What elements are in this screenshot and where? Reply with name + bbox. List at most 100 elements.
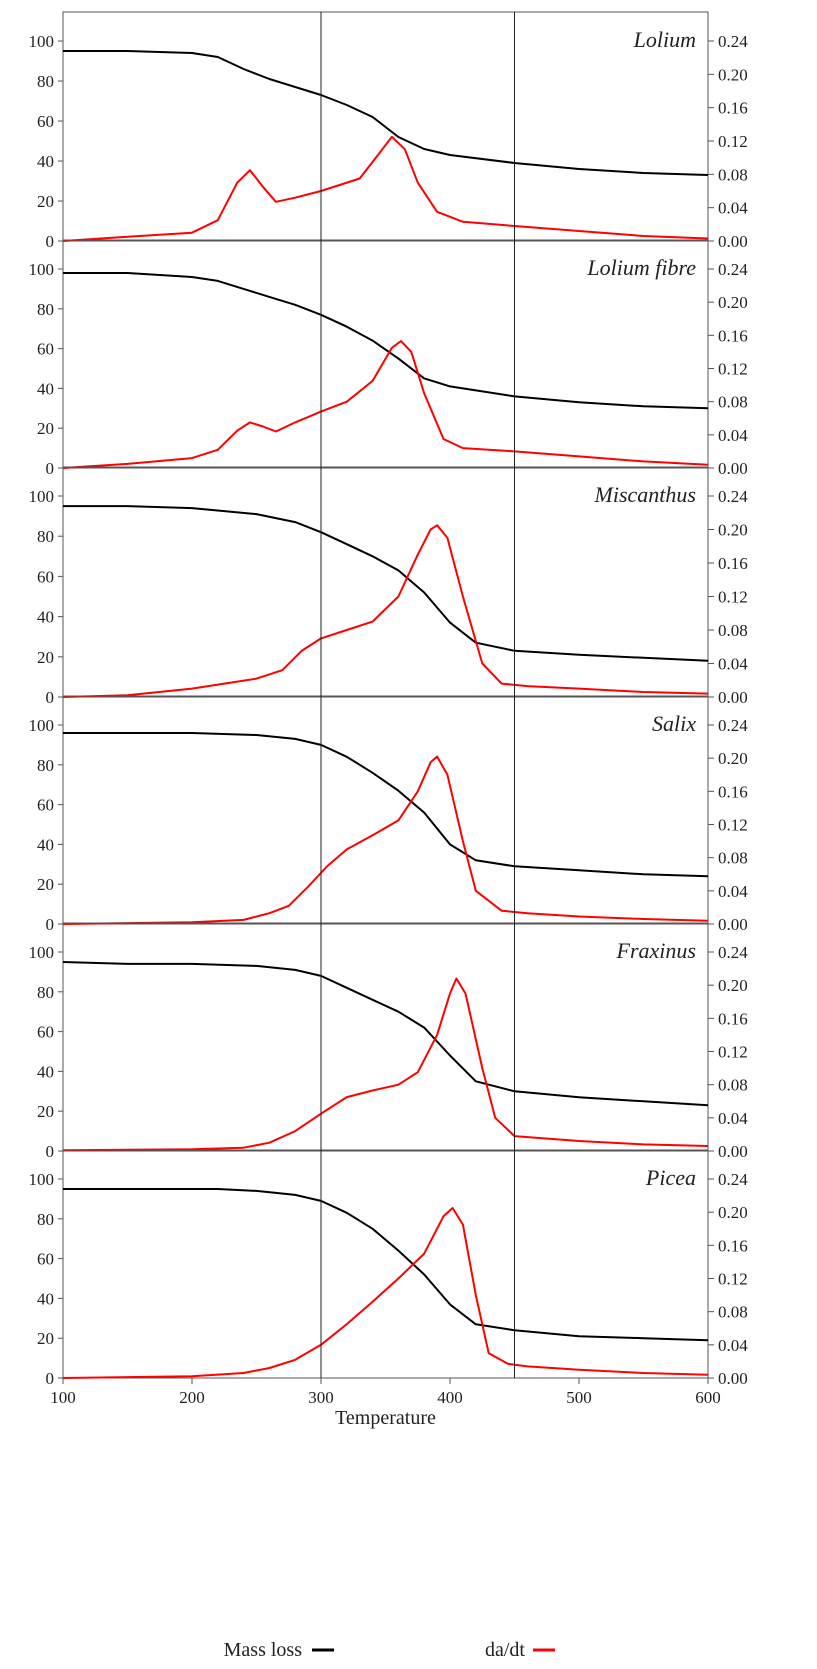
left-tick-label: 80 bbox=[37, 1210, 54, 1229]
left-tick-label: 60 bbox=[37, 340, 54, 359]
right-tick-label: 0.12 bbox=[718, 816, 748, 835]
left-tick-label: 100 bbox=[29, 32, 55, 51]
left-tick-label: 60 bbox=[37, 567, 54, 586]
left-tick-label: 0 bbox=[46, 1142, 55, 1161]
panel-title: Lolium fibre bbox=[586, 255, 696, 280]
left-tick-label: 20 bbox=[37, 1329, 54, 1348]
panel-frame bbox=[62, 11, 709, 242]
right-tick-label: 0.12 bbox=[718, 1270, 748, 1289]
right-tick-label: 0.04 bbox=[718, 199, 748, 218]
left-tick-label: 60 bbox=[37, 796, 54, 815]
right-tick-label: 0.16 bbox=[718, 554, 748, 573]
right-tick-label: 0.08 bbox=[718, 621, 748, 640]
left-tick-label: 80 bbox=[37, 300, 54, 319]
left-tick-label: 40 bbox=[37, 1062, 54, 1081]
right-tick-label: 0.00 bbox=[718, 688, 748, 707]
right-tick-label: 0.24 bbox=[718, 260, 748, 279]
left-tick-label: 20 bbox=[37, 875, 54, 894]
right-tick-label: 0.20 bbox=[718, 521, 748, 540]
left-tick-label: 20 bbox=[37, 648, 54, 667]
right-tick-label: 0.00 bbox=[718, 915, 748, 934]
panel-lolium: 0 20 40 60 80 100 0.00 0.04 0.08 0.12 0.16 0.20 0.24… bbox=[29, 11, 748, 251]
rate-line bbox=[62, 524, 709, 698]
mass-loss-line bbox=[63, 505, 709, 662]
left-tick-label: 20 bbox=[37, 419, 54, 438]
right-tick-label: 0.12 bbox=[718, 588, 748, 607]
right-tick-label: 0.04 bbox=[718, 655, 748, 674]
right-tick-label: 0.16 bbox=[718, 1236, 748, 1255]
right-tick-label: 0.16 bbox=[718, 326, 748, 345]
panel-title: Picea bbox=[645, 1165, 696, 1190]
panel-lolium-fibre: 0 20 40 60 80 100 0.00 0.04 0.08 0.12 0.16 0.20 0.24… bbox=[29, 239, 748, 478]
right-tick-label: 0.24 bbox=[718, 32, 748, 51]
right-tick-label: 0.08 bbox=[718, 849, 748, 868]
left-tick-label: 100 bbox=[29, 716, 55, 735]
right-tick-label: 0.12 bbox=[718, 1043, 748, 1062]
right-tick-label: 0.00 bbox=[718, 1142, 748, 1161]
left-tick-label: 60 bbox=[37, 112, 54, 131]
left-tick-label: 40 bbox=[37, 608, 54, 627]
right-tick-label: 0.08 bbox=[718, 1076, 748, 1095]
panel-frame bbox=[62, 1149, 709, 1379]
left-tick-label: 0 bbox=[46, 688, 55, 707]
right-tick-label: 0.16 bbox=[718, 1009, 748, 1028]
x-tick-label: 400 bbox=[437, 1388, 463, 1407]
x-axis: 100 200 300 400 500 600 bbox=[50, 1378, 721, 1407]
left-tick-label: 20 bbox=[37, 192, 54, 211]
legend-item: da/dt bbox=[485, 1639, 555, 1661]
left-tick-label: 40 bbox=[37, 1289, 54, 1308]
right-tick-label: 0.08 bbox=[718, 1303, 748, 1322]
right-tick-label: 0.04 bbox=[718, 1109, 748, 1128]
right-tick-label: 0.08 bbox=[718, 393, 748, 412]
panel-frame bbox=[62, 922, 709, 1152]
right-tick-label: 0.00 bbox=[718, 232, 748, 251]
rate-line bbox=[62, 755, 709, 925]
left-tick-label: 0 bbox=[46, 915, 55, 934]
right-tick-label: 0.00 bbox=[718, 1369, 748, 1388]
rate-line bbox=[62, 340, 709, 469]
left-tick-label: 60 bbox=[37, 1250, 54, 1269]
left-tick-label: 100 bbox=[29, 487, 55, 506]
rate-line bbox=[62, 135, 709, 242]
right-tick-label: 0.00 bbox=[718, 459, 748, 478]
right-tick-label: 0.24 bbox=[718, 487, 748, 506]
reference-lines bbox=[320, 12, 515, 1378]
mass-loss-line bbox=[63, 50, 709, 176]
left-tick-label: 60 bbox=[37, 1023, 54, 1042]
left-tick-label: 80 bbox=[37, 72, 54, 91]
legend-label: da/dt bbox=[485, 1639, 525, 1661]
right-tick-label: 0.20 bbox=[718, 749, 748, 768]
panels-layer: 0 20 40 60 80 100 0.00 0.04 0.08 0.12 0.16 0.20 0.24… bbox=[29, 11, 748, 1388]
right-tick-label: 0.08 bbox=[718, 165, 748, 184]
right-tick-label: 0.04 bbox=[718, 426, 748, 445]
right-tick-label: 0.16 bbox=[718, 782, 748, 801]
x-tick-label: 100 bbox=[50, 1388, 76, 1407]
x-tick-label: 200 bbox=[179, 1388, 205, 1407]
left-tick-label: 40 bbox=[37, 152, 54, 171]
panel-title: Lolium bbox=[633, 27, 696, 52]
mass-loss-line bbox=[63, 1188, 709, 1342]
right-tick-label: 0.20 bbox=[718, 293, 748, 312]
panel-picea: 0 20 40 60 80 100 0.00 0.04 0.08 0.12 0.16 0.20 0.24… bbox=[29, 1149, 748, 1388]
panel-frame bbox=[62, 239, 709, 469]
legend: Mass loss da/dt bbox=[224, 1639, 555, 1661]
right-tick-label: 0.20 bbox=[718, 1203, 748, 1222]
right-tick-label: 0.12 bbox=[718, 360, 748, 379]
right-tick-label: 0.16 bbox=[718, 99, 748, 118]
right-tick-label: 0.24 bbox=[718, 716, 748, 735]
right-tick-label: 0.04 bbox=[718, 1336, 748, 1355]
left-tick-label: 40 bbox=[37, 379, 54, 398]
panel-frame bbox=[62, 466, 709, 698]
x-tick-label: 300 bbox=[308, 1388, 334, 1407]
left-tick-label: 0 bbox=[46, 1369, 55, 1388]
legend-label: Mass loss bbox=[224, 1639, 303, 1661]
left-tick-label: 100 bbox=[29, 260, 55, 279]
panel-title: Salix bbox=[652, 711, 696, 736]
panel-title: Fraxinus bbox=[616, 938, 696, 963]
panel-fraxinus: 0 20 40 60 80 100 0.00 0.04 0.08 0.12 0.16 0.20 0.24… bbox=[29, 922, 748, 1161]
mass-loss-line bbox=[63, 272, 709, 410]
rate-line bbox=[62, 977, 709, 1152]
mass-loss-line bbox=[63, 732, 709, 878]
right-tick-label: 0.04 bbox=[718, 882, 748, 901]
left-tick-label: 0 bbox=[46, 459, 55, 478]
